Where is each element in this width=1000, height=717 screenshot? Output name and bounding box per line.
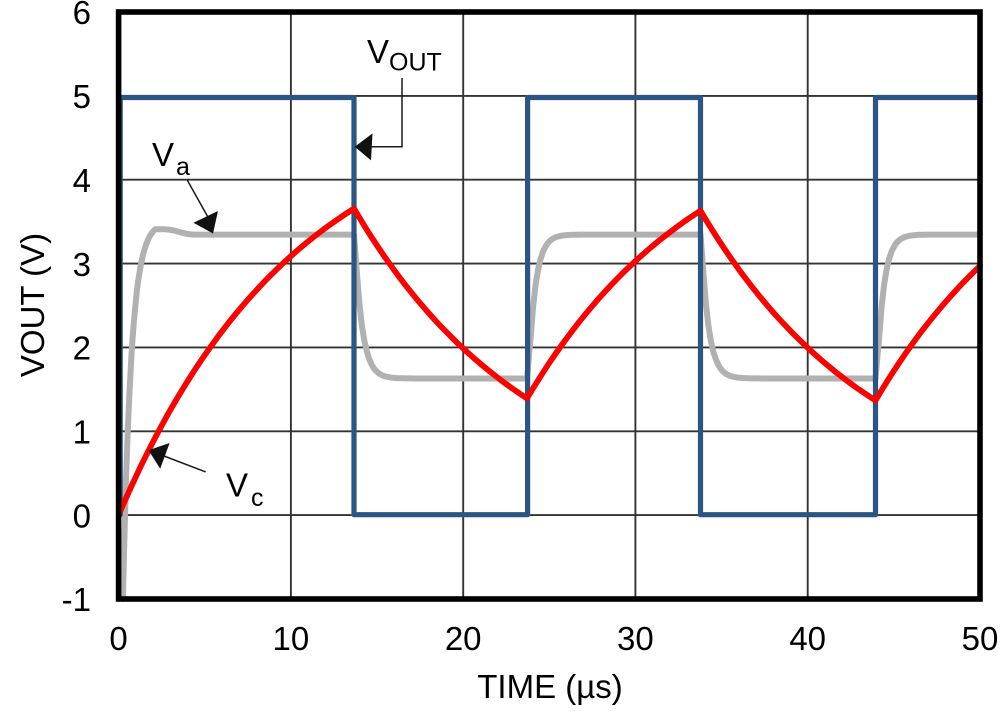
svg-text:0: 0 <box>73 497 91 534</box>
svg-text:c: c <box>251 484 264 512</box>
svg-text:6: 6 <box>73 0 91 31</box>
svg-text:50: 50 <box>962 620 999 657</box>
svg-text:OUT: OUT <box>389 49 442 77</box>
svg-text:4: 4 <box>73 162 91 199</box>
svg-text:1: 1 <box>73 414 91 451</box>
svg-text:a: a <box>176 153 190 181</box>
svg-text:V: V <box>152 136 174 173</box>
svg-text:V: V <box>367 33 389 70</box>
svg-text:0: 0 <box>109 620 127 657</box>
svg-text:V: V <box>226 467 248 504</box>
svg-text:VOUT (V): VOUT (V) <box>14 233 51 377</box>
svg-text:40: 40 <box>789 620 826 657</box>
svg-text:TIME (µs): TIME (µs) <box>477 668 623 705</box>
svg-text:5: 5 <box>73 78 91 115</box>
svg-text:10: 10 <box>273 620 310 657</box>
svg-text:-1: -1 <box>62 581 91 618</box>
svg-text:3: 3 <box>73 246 91 283</box>
svg-text:30: 30 <box>617 620 654 657</box>
svg-text:20: 20 <box>445 620 482 657</box>
svg-text:2: 2 <box>73 330 91 367</box>
